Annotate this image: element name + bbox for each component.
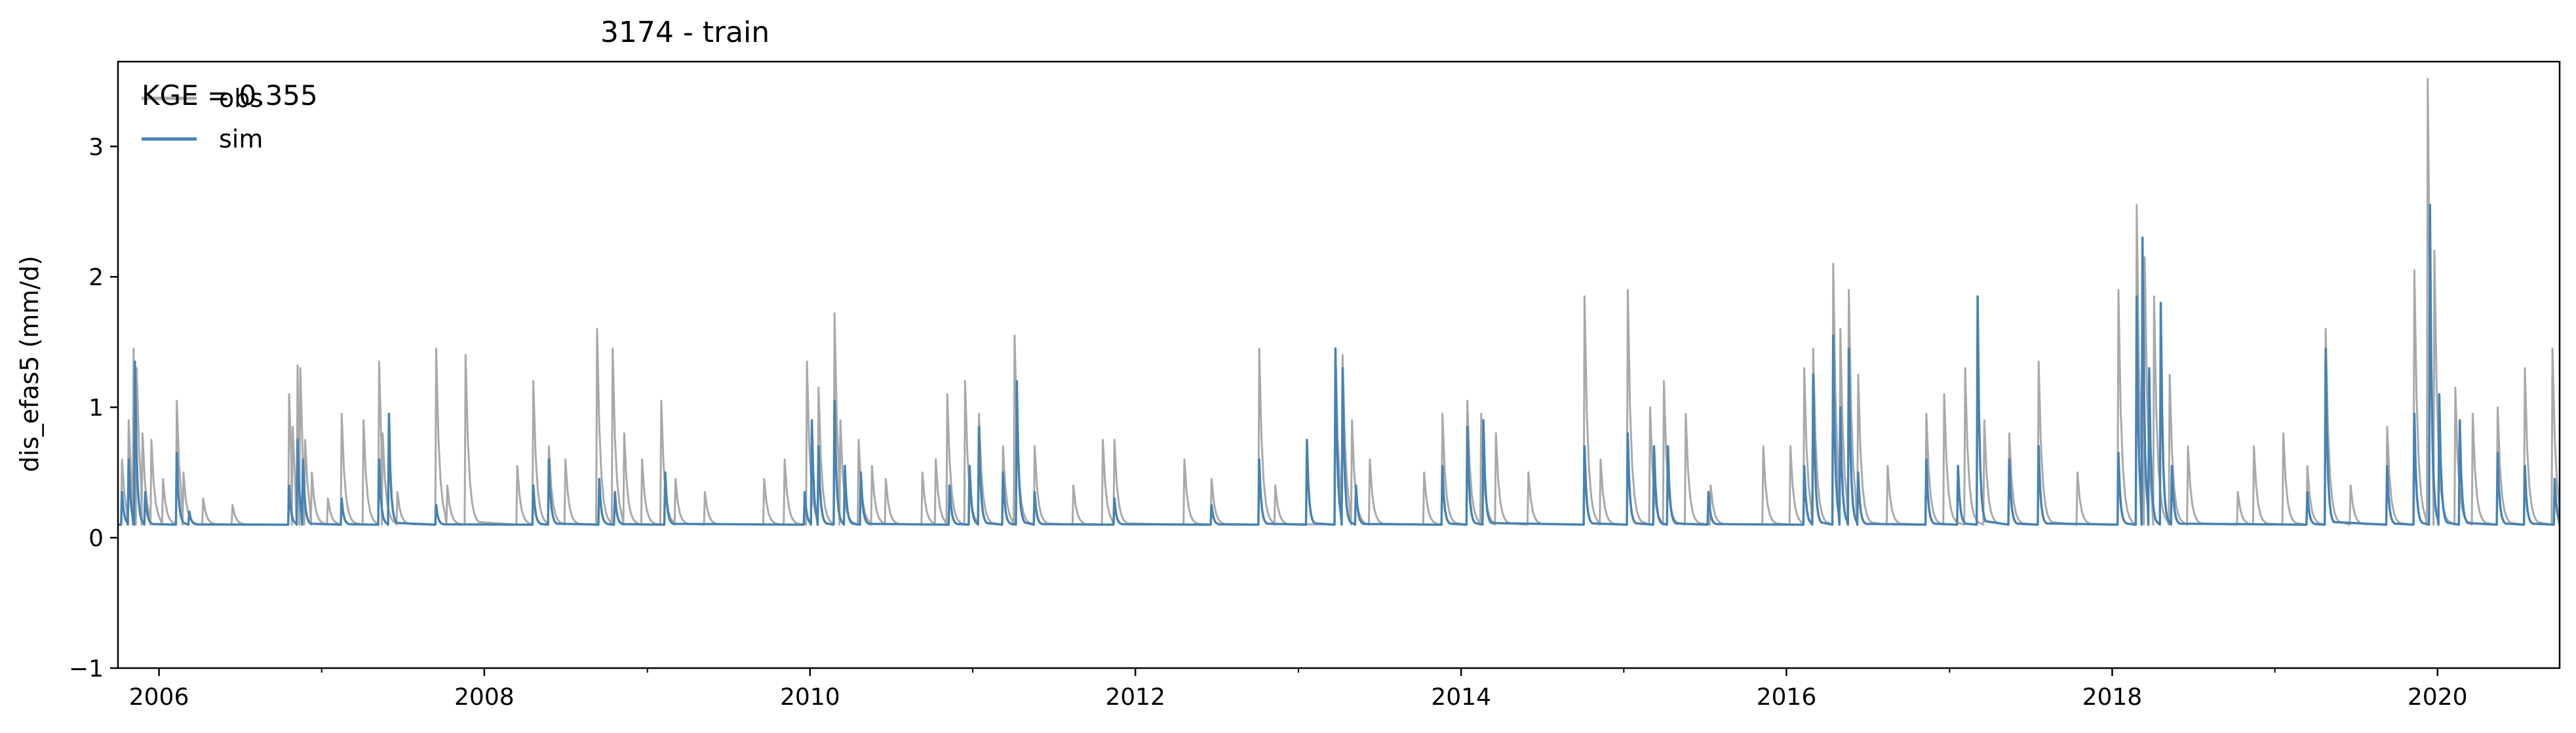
kge-annotation: KGE = 0.355 [142,79,318,111]
y-tick-label: 1 [88,395,104,422]
legend: obs sim KGE = 0.355 [142,79,318,153]
x-tick-label: 2012 [1105,684,1165,711]
legend-sim-label: sim [219,125,263,153]
plot-frame [117,60,2561,669]
x-tick-label: 2010 [780,684,840,711]
y-axis-title: dis_efas5 (mm/d) [15,256,44,472]
plot-area [118,77,2560,526]
x-tick-label: 2018 [2082,684,2143,711]
x-tick-label: 2014 [1431,684,1491,711]
y-tick-label: 2 [88,264,104,291]
series-line-obs [118,77,2560,526]
x-tick-label: 2020 [2408,684,2468,711]
y-tick-label: 0 [88,525,104,552]
y-tick-label: −1 [69,656,104,683]
x-tick-label: 2008 [454,684,515,711]
x-tick-label: 2006 [129,684,189,711]
chart-title: 3174 - train [600,16,770,49]
series-line-sim [118,204,2560,526]
x-tick-label: 2016 [1757,684,1817,711]
legend-obs-label: obs [219,84,263,113]
y-axis-title-group: dis_efas5 (mm/d) [15,256,44,472]
y-tick-label: 3 [88,134,104,161]
axes: 2006 2008 2010 2012 2014 2016 2018 2020 −1 0 1 2 3 [69,134,2468,711]
